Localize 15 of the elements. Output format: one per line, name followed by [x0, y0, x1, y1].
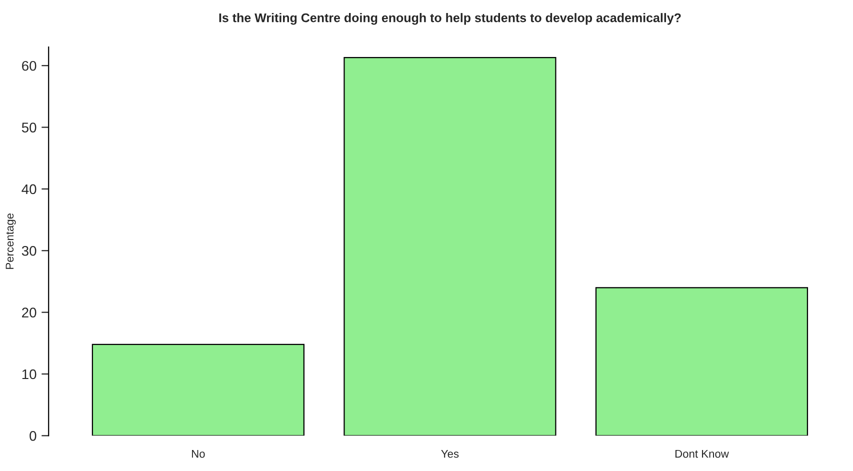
- x-tick-label: Dont Know: [675, 450, 729, 458]
- y-tick-label: 0: [30, 431, 36, 441]
- chart-title: Is the Writing Centre doing enough to help students to develop academically?: [219, 13, 681, 25]
- x-tick-label: Yes: [441, 450, 459, 458]
- bar: [595, 287, 808, 436]
- bar: [92, 344, 304, 436]
- x-tick-label: No: [192, 450, 205, 458]
- y-tick-label: 40: [22, 184, 36, 194]
- y-tick-label: 60: [22, 60, 36, 71]
- y-axis-title: Percentage: [6, 213, 16, 269]
- y-tick-label: 30: [22, 246, 36, 256]
- bar: [344, 57, 556, 436]
- y-tick-label: 10: [22, 369, 36, 380]
- y-tick-label: 50: [22, 122, 36, 132]
- y-tick-label: 20: [22, 308, 36, 318]
